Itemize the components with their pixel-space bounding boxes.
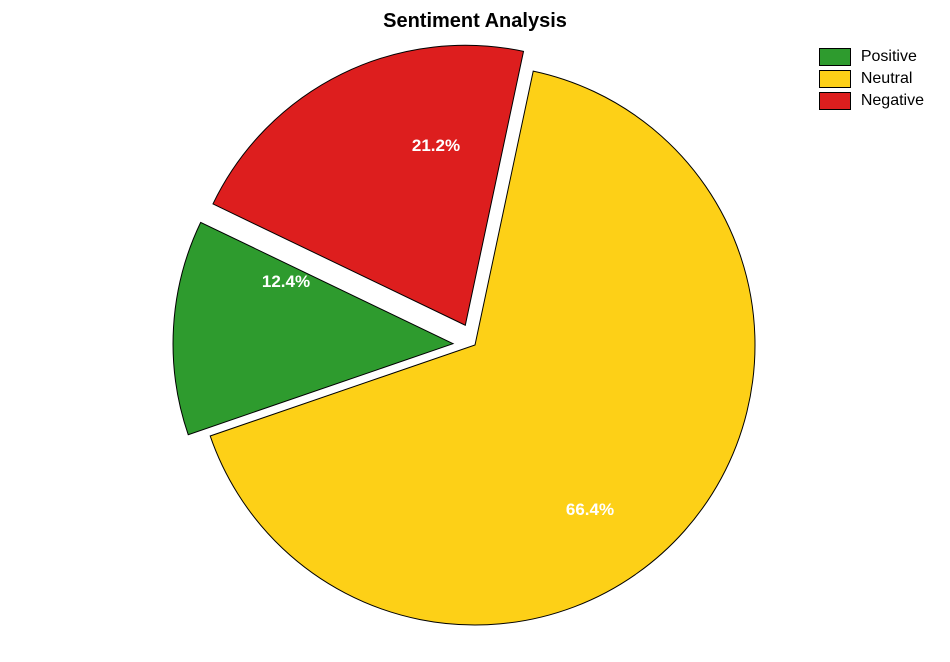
- slice-label-neutral: 66.4%: [566, 500, 614, 520]
- legend-row-neutral: Neutral: [819, 70, 924, 88]
- pie-chart-svg: [0, 0, 950, 662]
- slice-label-positive: 12.4%: [262, 272, 310, 292]
- legend-swatch-negative: [819, 92, 851, 110]
- legend: Positive Neutral Negative: [819, 48, 924, 114]
- legend-label: Positive: [861, 48, 917, 66]
- legend-swatch-positive: [819, 48, 851, 66]
- legend-row-negative: Negative: [819, 92, 924, 110]
- slice-label-negative: 21.2%: [412, 136, 460, 156]
- legend-row-positive: Positive: [819, 48, 924, 66]
- legend-label: Neutral: [861, 70, 913, 88]
- legend-label: Negative: [861, 92, 924, 110]
- legend-swatch-neutral: [819, 70, 851, 88]
